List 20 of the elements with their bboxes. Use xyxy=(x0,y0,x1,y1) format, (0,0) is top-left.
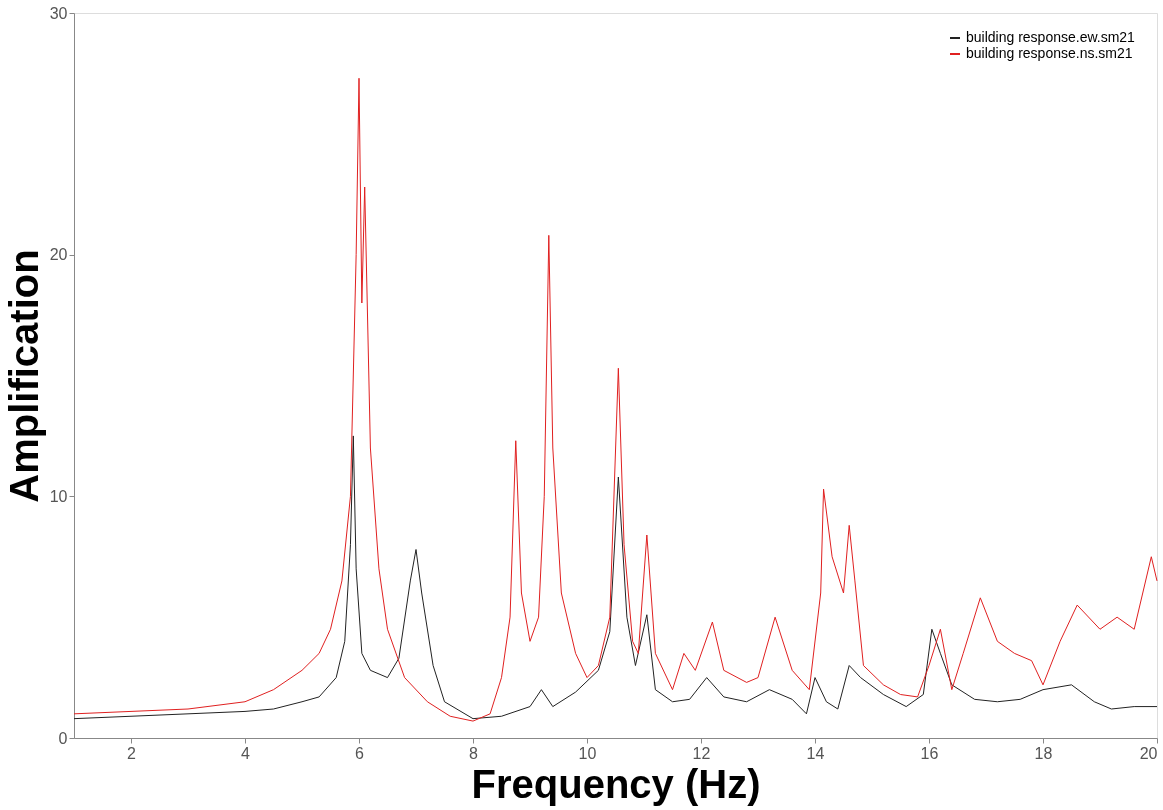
x-tick-label: 2 xyxy=(127,744,137,762)
x-tick-label: 8 xyxy=(469,744,479,762)
x-tick-label: 4 xyxy=(241,744,251,762)
x-tick-label: 10 xyxy=(578,744,597,762)
x-tick-label: 14 xyxy=(806,744,825,762)
y-tick-label: 10 xyxy=(49,487,68,505)
legend-label: building response.ew.sm21 xyxy=(966,29,1136,45)
y-tick-label: 0 xyxy=(58,729,68,747)
line-series xyxy=(73,77,1158,722)
y-tick-label: 30 xyxy=(49,4,68,22)
x-axis-title: Frequency (Hz) xyxy=(471,761,761,806)
x-tick-label: 6 xyxy=(355,744,365,762)
x-tick-label: 18 xyxy=(1034,744,1053,762)
x-tick-label: 20 xyxy=(1139,744,1158,762)
y-axis-title: Amplification xyxy=(1,249,46,503)
x-tick-label: 12 xyxy=(692,744,711,762)
y-tick-label: 20 xyxy=(49,246,68,264)
x-tick-label: 16 xyxy=(920,744,939,762)
line-series xyxy=(73,435,1158,720)
legend-label: building response.ns.sm21 xyxy=(966,45,1133,61)
